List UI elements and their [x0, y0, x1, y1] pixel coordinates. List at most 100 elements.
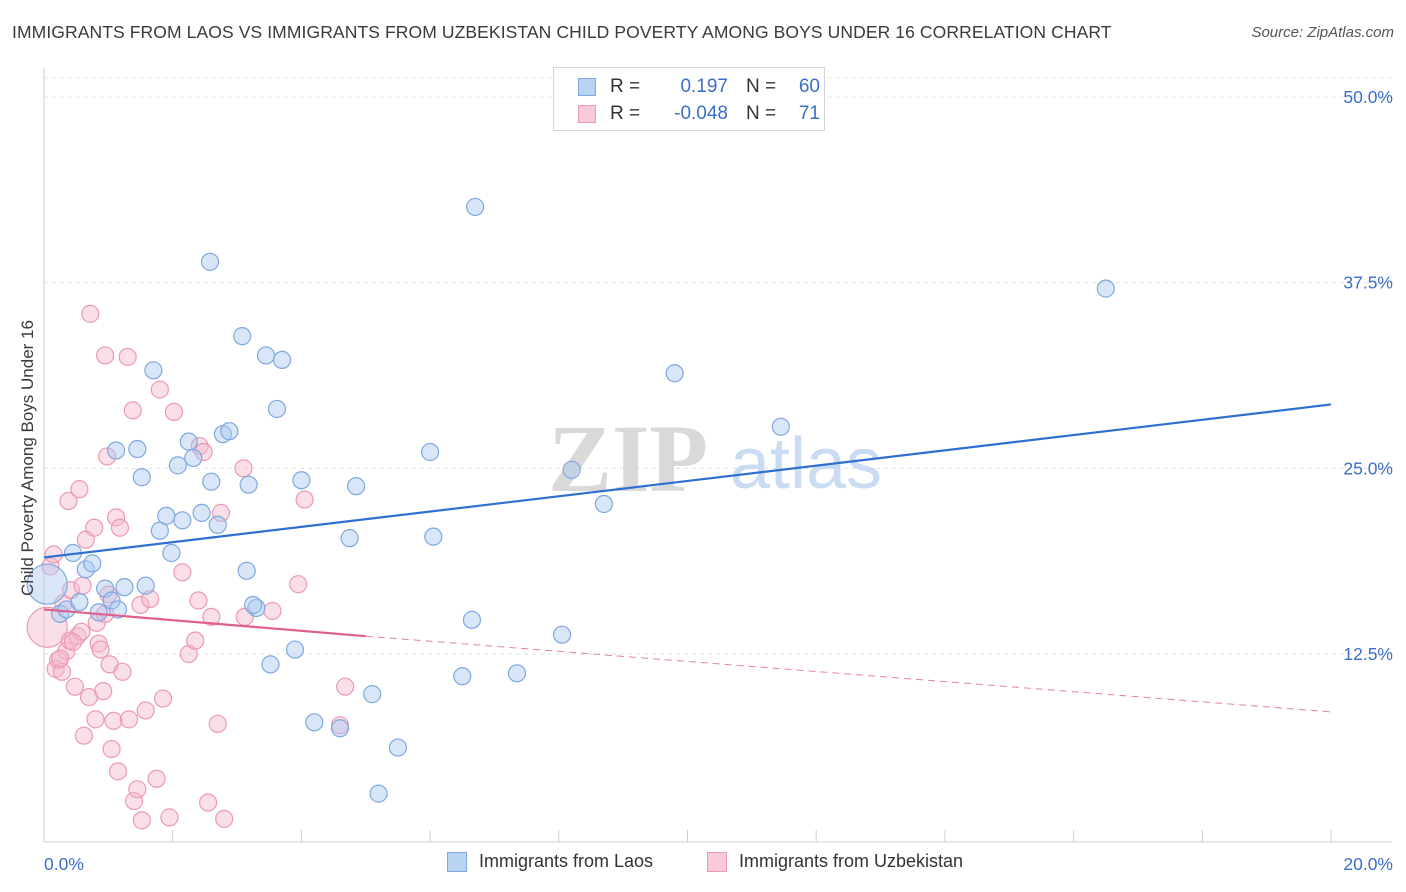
legend-item-uzbekistan[interactable]: Immigrants from Uzbekistan	[707, 851, 963, 872]
legend-swatch-laos	[578, 78, 596, 96]
data-point-uzbekistan	[86, 710, 105, 729]
data-point-uzbekistan	[164, 402, 184, 421]
data-point-laos	[184, 448, 203, 468]
data-point-uzbekistan	[70, 480, 89, 499]
axes	[43, 68, 1392, 843]
data-point-uzbekistan	[118, 347, 137, 367]
data-point-laos	[267, 399, 287, 419]
data-point-uzbekistan	[102, 739, 121, 759]
data-point-uzbekistan	[91, 640, 110, 659]
trend-line-uzbekistan	[43, 608, 366, 638]
data-point-laos	[115, 578, 134, 597]
data-point-laos	[179, 432, 198, 451]
data-point-uzbekistan	[132, 811, 151, 830]
data-point-laos	[220, 422, 239, 441]
data-point-uzbekistan	[97, 447, 117, 466]
data-point-laos	[369, 784, 388, 803]
data-point-uzbekistan	[26, 606, 68, 648]
data-point-uzbekistan	[128, 780, 147, 799]
data-point-uzbekistan	[215, 809, 234, 828]
data-point-uzbekistan	[52, 662, 72, 681]
data-point-uzbekistan	[85, 518, 104, 537]
y-tick-label: 37.5%	[1343, 273, 1393, 293]
data-point-uzbekistan	[94, 682, 113, 701]
trend-line-laos	[43, 403, 1332, 559]
y-tick-label: 12.5%	[1343, 644, 1393, 664]
x-tick-label: 20.0%	[1343, 854, 1393, 874]
data-point-uzbekistan	[234, 459, 253, 478]
data-point-laos	[237, 561, 256, 580]
x-tick-label: 0.0%	[44, 854, 84, 874]
legend-r-value-laos: 0.197	[680, 76, 728, 97]
series-legend: Immigrants from Laos Immigrants from Uzb…	[0, 851, 1406, 879]
data-point-laos	[244, 595, 263, 615]
data-point-uzbekistan	[147, 769, 166, 788]
y-axis-label: Child Poverty Among Boys Under 16	[18, 320, 37, 596]
data-point-uzbekistan	[131, 595, 150, 615]
data-point-laos	[202, 472, 221, 491]
y-tick-label: 50.0%	[1343, 87, 1393, 107]
series-uzbekistan-points	[26, 304, 355, 830]
data-point-laos	[144, 361, 163, 380]
data-point-uzbekistan	[41, 557, 60, 576]
data-point-laos	[247, 598, 266, 618]
data-point-uzbekistan	[96, 346, 115, 365]
data-point-laos	[261, 655, 280, 674]
data-point-uzbekistan	[211, 503, 231, 522]
data-point-laos	[168, 456, 187, 475]
legend-swatch-uzbekistan	[578, 105, 596, 123]
data-point-uzbekistan	[202, 607, 221, 626]
data-point-laos	[330, 719, 350, 738]
data-point-laos	[346, 477, 366, 496]
data-point-uzbekistan	[50, 649, 70, 668]
data-point-laos	[285, 640, 305, 659]
data-point-laos	[70, 592, 89, 612]
watermark: ZIP atlas	[548, 405, 882, 512]
data-point-uzbekistan	[173, 563, 192, 582]
data-point-laos	[128, 439, 147, 459]
data-point-laos	[421, 442, 440, 462]
data-point-uzbekistan	[336, 677, 355, 696]
legend-item-laos[interactable]: Immigrants from Laos	[447, 851, 653, 872]
legend-label-laos: Immigrants from Laos	[479, 851, 654, 871]
data-point-laos	[106, 441, 126, 460]
data-point-laos	[466, 197, 485, 217]
data-point-uzbekistan	[59, 491, 78, 511]
data-point-laos	[102, 591, 121, 610]
data-point-uzbekistan	[150, 380, 169, 399]
data-point-laos	[200, 252, 220, 271]
watermark-zip: ZIP	[548, 405, 708, 512]
data-point-laos	[173, 511, 192, 530]
legend-swatch-uzbekistan	[707, 851, 727, 872]
data-point-laos	[272, 350, 292, 370]
data-point-laos	[771, 417, 790, 436]
data-point-uzbekistan	[113, 662, 132, 681]
data-point-uzbekistan	[153, 689, 173, 708]
trend-line-uzbekistan-extension	[365, 635, 1332, 713]
series-laos-points	[26, 197, 1115, 803]
y-tick-labels: 12.5% 25.0% 37.5% 50.0%	[1343, 87, 1393, 664]
data-point-laos	[562, 460, 581, 479]
watermark-atlas: atlas	[730, 424, 882, 504]
legend-label-uzbekistan: Immigrants from Uzbekistan	[739, 851, 964, 871]
data-point-laos	[462, 610, 482, 629]
data-point-laos	[594, 494, 613, 514]
legend-n-label: N =	[746, 76, 777, 97]
data-point-uzbekistan	[119, 710, 139, 729]
data-point-uzbekistan	[104, 711, 123, 730]
y-tick-label: 25.0%	[1343, 458, 1393, 478]
data-point-uzbekistan	[108, 762, 128, 781]
data-point-uzbekistan	[57, 641, 76, 661]
data-point-laos	[665, 364, 684, 383]
legend-row-uzbekistan: R = -0.048 N = 71	[578, 101, 820, 127]
chart-title: IMMIGRANTS FROM LAOS VS IMMIGRANTS FROM …	[12, 22, 1112, 42]
data-point-laos	[83, 554, 102, 573]
data-point-laos	[26, 563, 68, 605]
legend-swatch-laos	[447, 851, 467, 872]
data-point-laos	[233, 327, 252, 346]
data-point-uzbekistan	[44, 545, 63, 564]
data-point-uzbekistan	[136, 701, 155, 720]
data-point-uzbekistan	[295, 490, 314, 509]
data-point-laos	[192, 503, 211, 522]
